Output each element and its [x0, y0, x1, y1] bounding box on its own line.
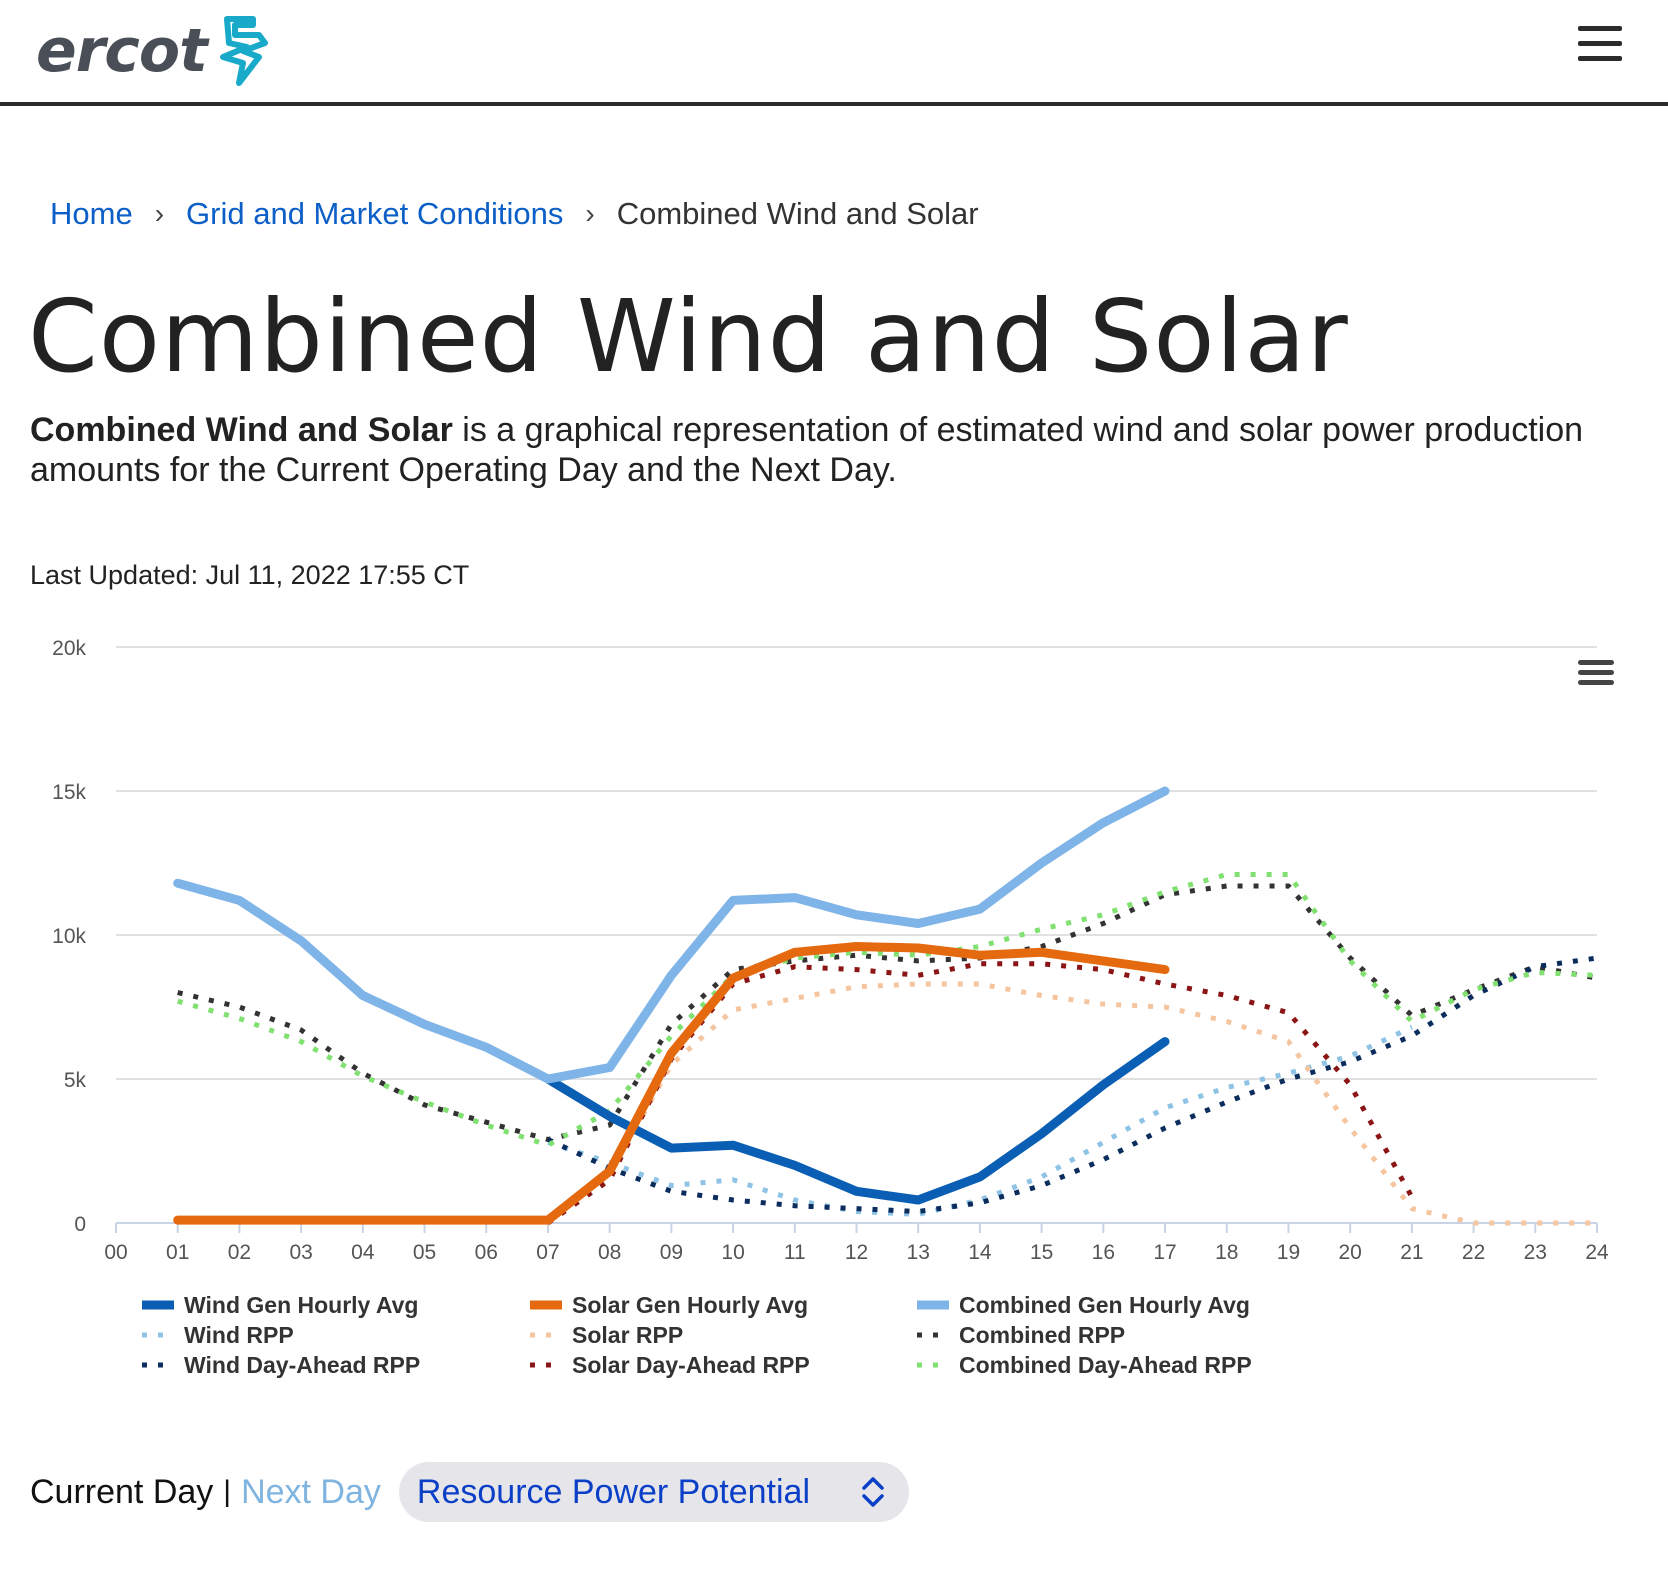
- series-line-wind-gen-hourly-avg: [543, 1037, 1170, 1205]
- x-tick-label: 22: [1462, 1241, 1485, 1264]
- breadcrumb-home-link[interactable]: Home: [50, 196, 133, 231]
- series-line-solar-gen-hourly-avg: [173, 942, 1170, 1225]
- combined-wind-solar-chart: 0 5k 10k 15k 20k 00 01 02 03 04 05 06 07 08 09 10 11 12 13…: [52, 637, 1609, 1378]
- day-controls: Current Day | Next Day Resource Power Po…: [30, 1462, 909, 1522]
- x-tick-label: 18: [1215, 1241, 1238, 1264]
- series-line-solar-rpp: [546, 981, 1597, 1226]
- x-tick-label: 13: [907, 1241, 930, 1264]
- breadcrumb-current: Combined Wind and Solar: [616, 196, 979, 231]
- x-tick-label: 19: [1277, 1241, 1300, 1264]
- x-tick-label: 17: [1153, 1241, 1176, 1264]
- x-tick-label: 20: [1338, 1241, 1361, 1264]
- breadcrumb: Home › Grid and Market Conditions › Comb…: [50, 196, 979, 232]
- y-tick-label: 10k: [52, 925, 86, 948]
- legend-item-label: Solar Gen Hourly Avg: [572, 1292, 808, 1318]
- x-tick-label: 21: [1400, 1241, 1423, 1264]
- legend-item-label: Wind Day-Ahead RPP: [184, 1352, 420, 1378]
- page-description: Combined Wind and Solar is a graphical r…: [30, 410, 1590, 490]
- series-line-combined-gen-hourly-avg: [173, 786, 1170, 1084]
- description-text: is a graphical representation of estimat…: [30, 411, 1584, 489]
- x-tick-label: 04: [351, 1241, 375, 1264]
- updown-chevron-icon: [862, 1477, 884, 1507]
- legend-item-label: Wind RPP: [184, 1322, 294, 1348]
- hamburger-menu-icon[interactable]: [1578, 26, 1622, 66]
- y-tick-label: 15k: [52, 781, 86, 804]
- x-tick-label: 24: [1585, 1241, 1609, 1264]
- x-tick-label: 16: [1092, 1241, 1115, 1264]
- series-line-combined-day-ahead-rpp: [177, 872, 1598, 1148]
- legend-item-label: Combined RPP: [959, 1322, 1125, 1348]
- x-tick-label: 07: [536, 1241, 559, 1264]
- x-tick-label: 09: [660, 1241, 683, 1264]
- legend-item-label: Wind Gen Hourly Avg: [184, 1292, 418, 1318]
- site-header: ercot: [0, 0, 1668, 106]
- legend-item-label: Solar RPP: [572, 1322, 683, 1348]
- current-day-tab[interactable]: Current Day: [30, 1472, 214, 1511]
- x-tick-label: 11: [784, 1241, 806, 1264]
- series-line-wind-rpp: [547, 1024, 1413, 1217]
- tab-separator: |: [223, 1475, 232, 1508]
- breadcrumb-grid-market-link[interactable]: Grid and Market Conditions: [186, 196, 564, 231]
- ercot-logo[interactable]: ercot: [36, 6, 269, 96]
- next-day-tab[interactable]: Next Day: [241, 1472, 381, 1511]
- y-tick-label: 0: [74, 1213, 86, 1236]
- x-tick-label: 03: [289, 1241, 312, 1264]
- series-line-solar-day-ahead-rpp: [546, 961, 1415, 1226]
- bolt-logo-icon: [219, 16, 268, 86]
- x-tick-label: 02: [228, 1241, 251, 1264]
- x-tick-label: 12: [845, 1241, 868, 1264]
- x-tick-label: 10: [721, 1241, 744, 1264]
- chart-menu-icon[interactable]: [1578, 660, 1614, 692]
- x-tick-label: 01: [166, 1241, 189, 1264]
- x-tick-label: 00: [104, 1241, 127, 1264]
- x-tick-label: 08: [598, 1241, 621, 1264]
- y-tick-label: 5k: [64, 1069, 87, 1092]
- view-select[interactable]: Resource Power Potential: [398, 1462, 909, 1522]
- chevron-right-icon: ›: [154, 198, 165, 229]
- legend-item-label: Combined Gen Hourly Avg: [959, 1292, 1250, 1318]
- y-tick-label: 20k: [52, 637, 86, 660]
- legend-item-label: Combined Day-Ahead RPP: [959, 1352, 1252, 1378]
- x-tick-label: 06: [475, 1241, 498, 1264]
- x-tick-label: 14: [968, 1241, 992, 1264]
- description-bold: Combined Wind and Solar: [30, 411, 453, 449]
- logo-text: ercot: [36, 16, 208, 86]
- last-updated: Last Updated: Jul 11, 2022 17:55 CT: [30, 560, 470, 590]
- x-tick-label: 23: [1524, 1241, 1547, 1264]
- x-tick-label: 05: [413, 1241, 436, 1264]
- view-select-value: Resource Power Potential: [416, 1472, 810, 1511]
- chevron-right-icon: ›: [585, 198, 595, 229]
- page-title: Combined Wind and Solar: [28, 278, 1349, 395]
- legend-item-label: Solar Day-Ahead RPP: [572, 1352, 810, 1378]
- x-tick-label: 15: [1030, 1241, 1053, 1264]
